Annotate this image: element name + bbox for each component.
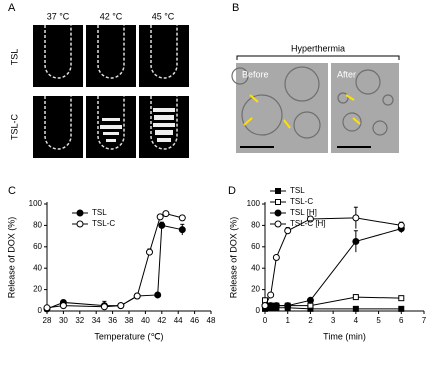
column-label: 42 °C (100, 11, 123, 21)
marker (133, 292, 141, 300)
x-tick-label: 36 (108, 316, 117, 325)
panel-label: D (228, 185, 236, 197)
marker (284, 302, 292, 310)
y-tick-label: 40 (251, 263, 260, 272)
marker (352, 237, 360, 245)
panel-label: B (232, 2, 239, 14)
y-tick-label: 0 (256, 306, 261, 315)
x-tick-label: 5 (376, 316, 381, 325)
marker (306, 215, 314, 223)
marker (156, 213, 164, 221)
marker (397, 221, 405, 229)
y-tick-label: 60 (251, 242, 260, 251)
y-axis-label: Release of DOX (%) (6, 217, 16, 299)
y-tick-label: 60 (33, 242, 42, 251)
marker (100, 303, 108, 311)
image-label: After (337, 69, 356, 79)
x-tick-label: 6 (399, 316, 404, 325)
marker (398, 295, 405, 302)
marker (76, 220, 84, 228)
marker (352, 294, 359, 301)
marker (154, 291, 162, 299)
row-label: TSL (9, 49, 19, 66)
y-tick-label: 40 (33, 263, 42, 272)
x-tick-label: 1 (285, 316, 290, 325)
marker (352, 305, 359, 312)
x-tick-label: 44 (174, 316, 183, 325)
x-tick-label: 34 (92, 316, 101, 325)
x-tick-label: 28 (43, 316, 52, 325)
x-tick-label: 48 (207, 316, 216, 325)
x-tick-label: 42 (157, 316, 166, 325)
marker (43, 304, 51, 312)
marker (59, 302, 67, 310)
marker (398, 305, 405, 312)
marker (272, 302, 280, 310)
legend-label: TSL [H] (290, 208, 317, 217)
series-line (46, 224, 183, 310)
panel-label: A (8, 2, 16, 14)
x-tick-label: 4 (354, 316, 359, 325)
marker (275, 199, 281, 205)
column-label: 45 °C (152, 11, 175, 21)
marker (267, 302, 275, 310)
marker (261, 302, 269, 310)
column-label: 37 °C (47, 11, 70, 21)
x-tick-label: 0 (263, 316, 268, 325)
panel-label: C (8, 185, 16, 197)
bracket (236, 55, 400, 60)
series-line (265, 228, 402, 307)
image-label: Before (242, 69, 269, 79)
tube-images (33, 25, 189, 158)
x-tick-label: 38 (125, 316, 134, 325)
marker (117, 302, 125, 310)
y-tick-label: 20 (33, 285, 42, 294)
marker (274, 220, 282, 228)
marker (158, 221, 166, 229)
marker (162, 210, 170, 218)
marker (178, 214, 186, 222)
legend-label: TSL-C (290, 197, 313, 206)
tem-images (231, 63, 399, 153)
marker (267, 291, 275, 299)
x-tick-label: 2 (308, 316, 313, 325)
marker (76, 209, 84, 217)
y-tick-label: 100 (247, 199, 261, 208)
marker (274, 209, 282, 217)
x-axis-label: Time (min) (323, 331, 366, 341)
x-tick-label: 46 (190, 316, 199, 325)
x-tick-label: 40 (141, 316, 150, 325)
x-tick-label: 3 (331, 316, 336, 325)
y-tick-label: 20 (251, 285, 260, 294)
x-tick-label: 30 (59, 316, 68, 325)
x-tick-label: 7 (422, 316, 427, 325)
marker (272, 254, 280, 261)
legend-label: TSL-C (92, 219, 115, 228)
legend-label: TSL (290, 186, 305, 195)
image-title: Hyperthermia (291, 43, 345, 53)
marker (275, 188, 281, 194)
y-tick-label: 80 (33, 221, 42, 230)
marker (352, 214, 360, 222)
y-tick-label: 80 (251, 221, 260, 230)
y-tick-label: 100 (29, 199, 43, 208)
legend-label: TSL (92, 208, 107, 217)
row-label: TSL-C (9, 114, 19, 141)
legend-label: TSL-C [H] (290, 219, 326, 228)
y-tick-label: 0 (38, 306, 43, 315)
y-axis-label: Release of DOX (%) (228, 217, 238, 299)
marker (284, 227, 292, 235)
marker (306, 296, 314, 304)
x-axis-label: Temperature (℃) (94, 331, 163, 341)
x-tick-label: 32 (75, 316, 84, 325)
marker (146, 248, 153, 256)
marker (178, 226, 186, 234)
marker (307, 302, 314, 309)
